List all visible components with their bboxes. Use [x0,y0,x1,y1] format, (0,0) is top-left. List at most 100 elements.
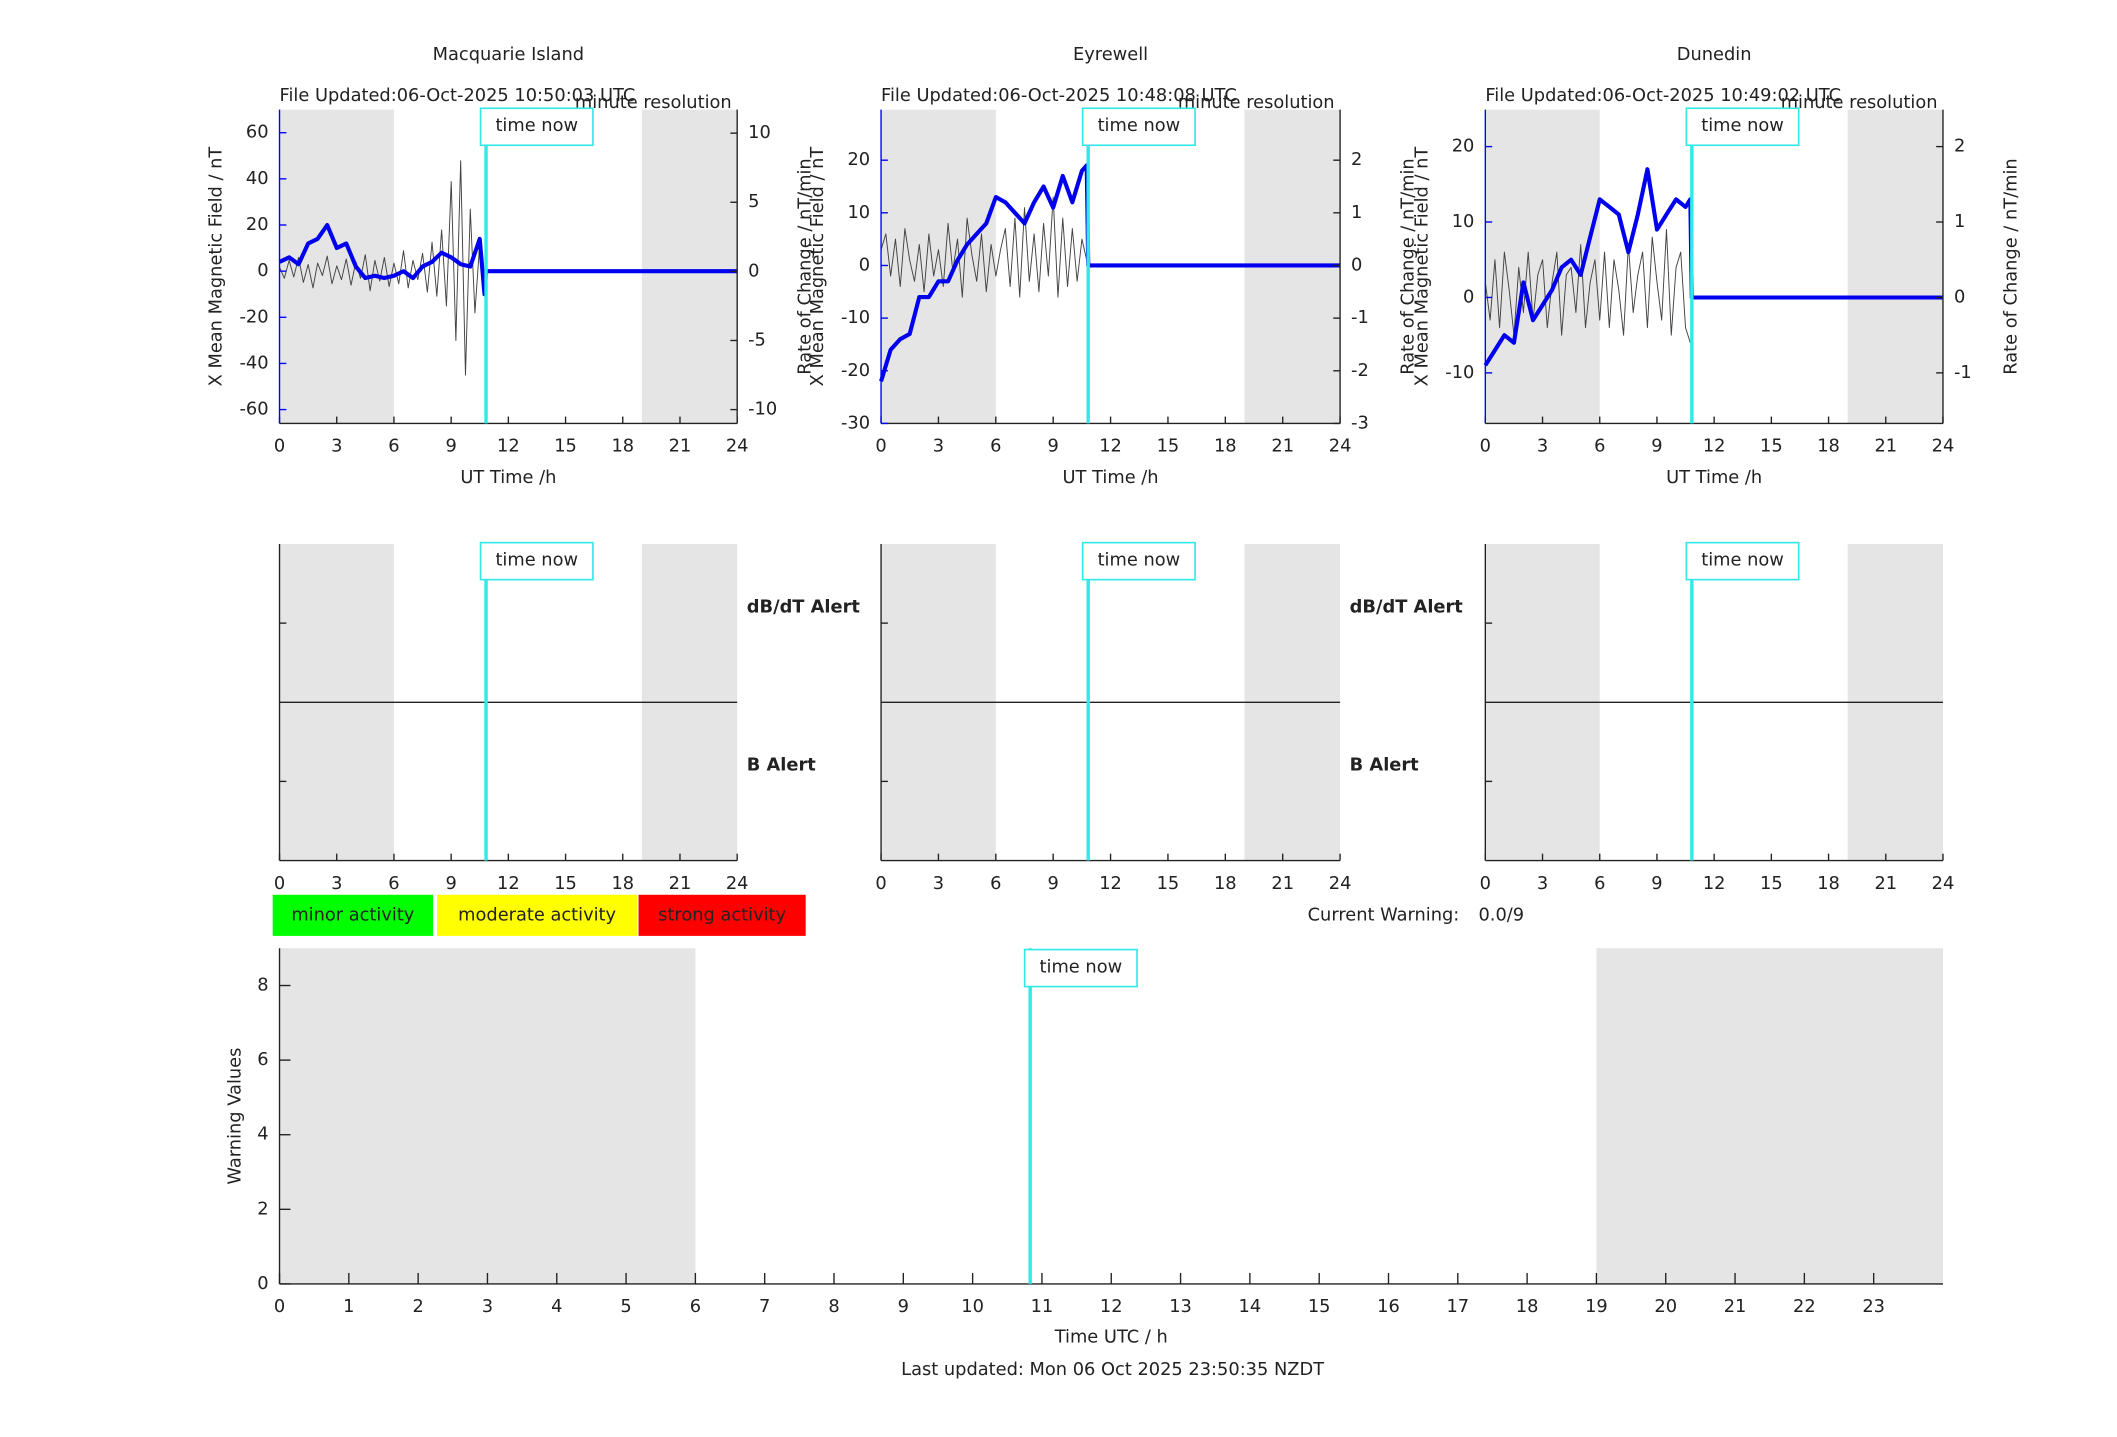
y-tick-label: 40 [246,168,269,189]
x-tick-label: 15 [1157,873,1180,894]
x-tick-label: 16 [1377,1296,1400,1317]
x-tick-label: 17 [1446,1296,1469,1317]
x-tick-label: 21 [1874,436,1897,457]
y2-tick-label: 2 [1351,149,1362,170]
y-tick-label: 20 [246,214,269,235]
x-tick-label: 3 [933,873,944,894]
x-axis-label: Time UTC / h [1054,1326,1168,1347]
x-tick-label: 0 [1480,873,1491,894]
subtitle: File Updated:06-Oct-2025 10:48:08 UTC [881,85,1237,106]
subtitle: File Updated:06-Oct-2025 10:49:02 UTC [1485,85,1841,106]
y2-axis-label: Rate of Change / nT/min [2000,158,2021,374]
x-tick-label: 18 [1214,873,1237,894]
x-tick-label: 18 [611,873,634,894]
resolution-note: minute resolution [1178,92,1335,113]
time-now-box [1023,948,1138,988]
x-tick-label: 24 [726,436,749,457]
x-tick-label: 9 [1651,873,1662,894]
alert-label: dB/dT Alert [747,596,861,617]
y-axis-label: X Mean Magnetic Field / nT [205,147,226,387]
y-tick-label: -10 [841,307,870,328]
footer: Last updated: Mon 06 Oct 2025 23:50:35 N… [901,1359,1324,1380]
x-tick-label: 14 [1239,1296,1262,1317]
x-tick-label: 21 [1271,873,1294,894]
rate-line [279,160,485,376]
time-now-box [1685,541,1800,581]
y-tick-label: 6 [257,1049,268,1070]
x-tick-label: 21 [1724,1296,1747,1317]
x-tick-label: 15 [1760,436,1783,457]
y2-tick-label: -1 [1351,307,1369,328]
night-shading [1596,948,1943,1284]
chart-title: Macquarie Island [433,44,584,65]
x-tick-label: 20 [1654,1296,1677,1317]
x-tick-label: 24 [1932,873,1955,894]
x-tick-label: 15 [1157,436,1180,457]
y-tick-label: 10 [1452,211,1475,232]
night-shading [881,109,996,424]
activity-swatch [437,894,638,936]
x-tick-label: 0 [274,1296,285,1317]
x-tick-label: 9 [1048,873,1059,894]
time-now-label: time now [1701,115,1784,136]
x-tick-label: 6 [388,436,399,457]
resolution-note: minute resolution [575,92,732,113]
x-tick-label: 9 [445,873,456,894]
x-tick-label: 24 [1329,436,1352,457]
x-tick-label: 0 [875,436,886,457]
y-tick-label: 0 [1463,286,1474,307]
x-tick-label: 0 [875,873,886,894]
x-tick-label: 6 [388,873,399,894]
x-tick-label: 15 [1760,873,1783,894]
field-line [278,222,738,297]
current-warning-label: Current Warning: [1308,904,1460,925]
x-tick-label: 21 [1874,873,1897,894]
y2-tick-label: 0 [1954,286,1965,307]
time-now-box [1081,107,1196,147]
x-tick-label: 6 [990,873,1001,894]
alert-label: B Alert [747,755,816,776]
x-tick-label: 3 [482,1296,493,1317]
chart-title: Eyrewell [1073,44,1148,65]
time-now-box [1081,541,1196,581]
rate-line [1484,229,1691,343]
activity-label: strong activity [658,904,786,925]
x-tick-label: 12 [1703,436,1726,457]
x-tick-label: 9 [445,436,456,457]
x-tick-label: 22 [1793,1296,1816,1317]
y-tick-label: -60 [239,399,268,420]
x-tick-label: 19 [1585,1296,1608,1317]
x-tick-label: 12 [1099,873,1122,894]
y-tick-label: -10 [1445,362,1474,383]
x-tick-label: 3 [331,873,342,894]
x-tick-label: 18 [1516,1296,1539,1317]
night-shading [641,109,738,424]
night-shading [279,948,696,1284]
resolution-note: minute resolution [1781,92,1938,113]
y-axis-label: X Mean Magnetic Field / nT [807,147,828,387]
y-tick-label: 0 [859,254,870,275]
x-axis-label: UT Time /h [460,467,556,488]
x-tick-label: 23 [1862,1296,1885,1317]
y2-tick-label: -2 [1351,360,1369,381]
x-tick-label: 12 [497,873,520,894]
x-tick-label: 21 [669,436,692,457]
activity-swatch [272,894,433,936]
x-tick-label: 12 [1099,436,1122,457]
time-now-label: time now [1098,549,1181,570]
chart-title: Dunedin [1677,44,1752,65]
time-now-label: time now [1701,549,1784,570]
y-tick-label: 8 [257,975,268,996]
y-tick-label: 10 [847,202,870,223]
current-warning-value: 0.0/9 [1478,904,1524,925]
y2-tick-label: -5 [748,329,766,350]
x-tick-label: 18 [1817,436,1840,457]
x-tick-label: 12 [1100,1296,1123,1317]
field-line [879,163,1341,382]
y2-tick-label: 0 [748,260,759,281]
y-tick-label: -40 [239,352,268,373]
y-axis-label: X Mean Magnetic Field / nT [1411,147,1432,387]
activity-swatch [638,894,806,936]
x-tick-label: 6 [1594,873,1605,894]
